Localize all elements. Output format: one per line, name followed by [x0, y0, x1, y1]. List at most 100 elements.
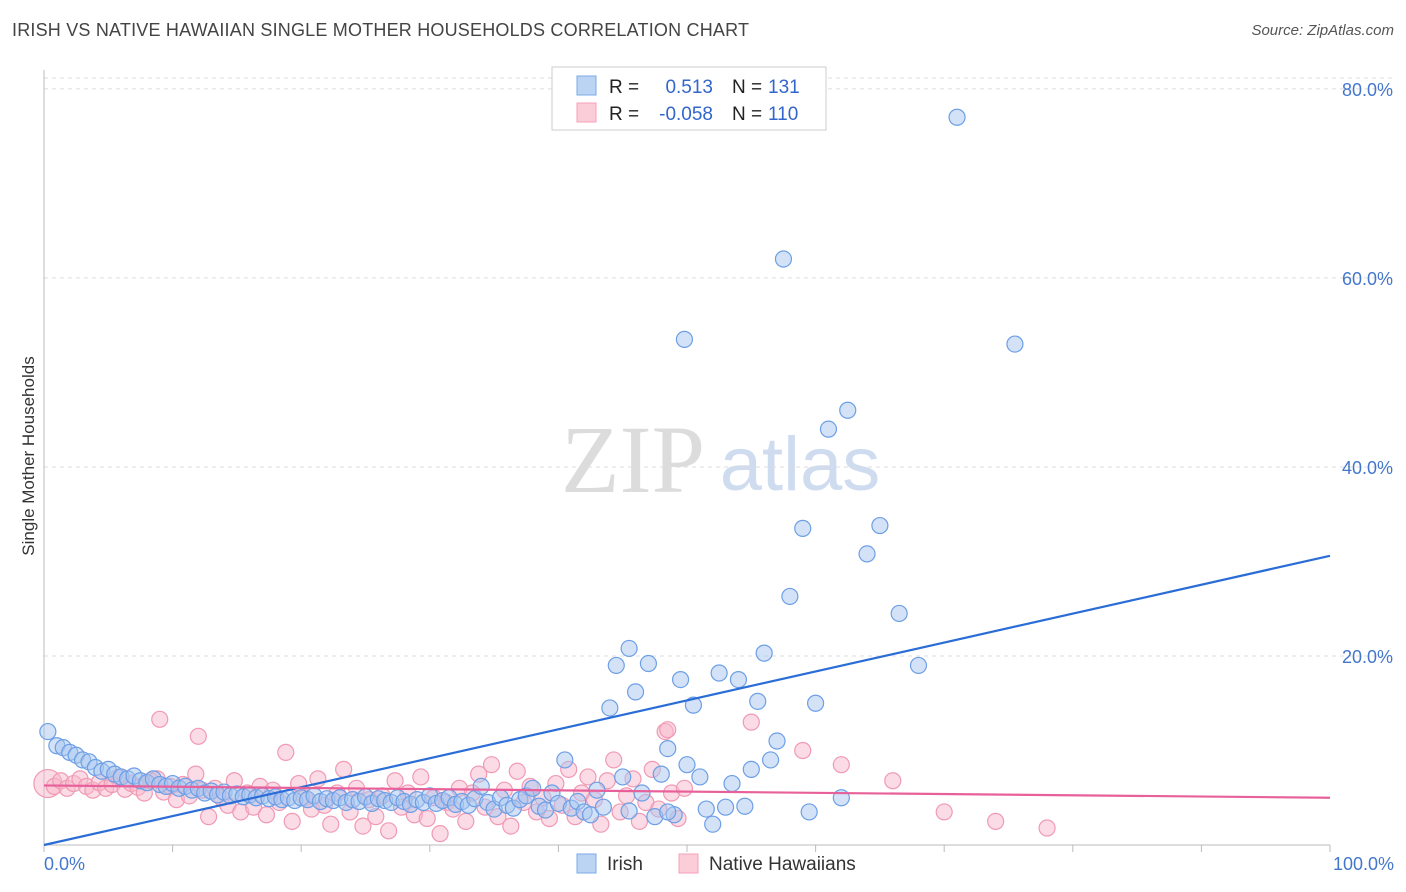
- irish-point: [594, 798, 613, 816]
- irish-point: [723, 774, 741, 793]
- legend-r-label-irish: R =: [609, 77, 639, 98]
- irish-point: [716, 798, 735, 816]
- native-hawaiians-point: [579, 768, 597, 786]
- irish-point: [620, 639, 638, 658]
- grid-lines: [44, 77, 1392, 657]
- legend-r-value-irish: 0.513: [665, 77, 713, 98]
- irish-point: [1006, 335, 1024, 353]
- irish-point: [639, 654, 658, 673]
- irish-point: [890, 604, 908, 623]
- irish-point: [659, 739, 677, 758]
- irish-point: [858, 545, 876, 563]
- irish-point: [768, 732, 786, 750]
- irish-point: [761, 751, 780, 769]
- irish-point: [710, 664, 728, 682]
- irish-point: [774, 250, 793, 268]
- native-hawaiians-point: [431, 825, 449, 843]
- irish-point: [675, 330, 694, 348]
- irish-point: [704, 815, 722, 833]
- irish-point: [755, 644, 773, 662]
- native-hawaiians-point: [794, 741, 812, 760]
- native-hawaiians-point: [987, 812, 1005, 830]
- native-hawaiians-point: [482, 756, 501, 774]
- y-tick-label: 20.0%: [1342, 647, 1393, 667]
- irish-point: [806, 694, 825, 712]
- irish-point: [652, 765, 670, 783]
- native-hawaiians-point: [277, 743, 295, 761]
- bottom-legend-swatch-native-hawaiians: [678, 853, 699, 874]
- irish-point: [781, 587, 799, 606]
- y-axis-label: Single Mother Households: [19, 356, 38, 555]
- irish-point: [948, 108, 966, 126]
- native-hawaiians-point: [354, 817, 372, 835]
- series-legend: Irish Native Hawaiians: [576, 853, 856, 875]
- irish-point: [614, 768, 632, 786]
- irish-point: [581, 806, 600, 824]
- native-hawaiians-trend-line: [43, 784, 1331, 799]
- irish-point: [794, 519, 812, 537]
- native-hawaiians-point: [742, 713, 760, 731]
- irish-point: [909, 656, 928, 675]
- legend-swatch-native-hawaiians: [576, 102, 597, 123]
- irish-point: [697, 800, 715, 818]
- irish-point: [671, 671, 690, 689]
- legend-r-value-native-hawaiians: -0.058: [659, 104, 713, 125]
- source-credit: Source: ZipAtlas.com: [1251, 22, 1394, 39]
- correlation-legend: R = 0.513 N = 131 R = -0.058 N = 110: [551, 66, 827, 131]
- irish-point: [871, 516, 889, 535]
- native-hawaiians-point: [508, 762, 526, 780]
- x-tick-label-min: 0.0%: [44, 854, 85, 874]
- legend-n-label-native-hawaiians: N =: [732, 104, 762, 125]
- irish-point: [633, 784, 651, 802]
- native-hawaiians-point: [630, 812, 649, 830]
- irish-point: [678, 756, 696, 774]
- irish-point: [742, 760, 760, 778]
- legend-r-label-native-hawaiians: R =: [609, 104, 639, 125]
- legend-n-value-native-hawaiians: 110: [768, 104, 798, 125]
- irish-point: [39, 722, 57, 741]
- irish-point: [736, 797, 754, 815]
- watermark-zip: ZIP: [561, 406, 705, 513]
- native-hawaiians-point: [335, 760, 353, 778]
- native-hawaiians-point: [659, 721, 677, 739]
- irish-point: [601, 699, 619, 717]
- native-hawaiians-point: [189, 727, 207, 745]
- bottom-legend-label-irish: Irish: [607, 854, 643, 875]
- native-hawaiians-point: [1038, 819, 1056, 837]
- native-hawaiians-point: [412, 768, 430, 786]
- irish-point: [620, 802, 638, 820]
- irish-point: [684, 696, 703, 714]
- irish-point: [749, 692, 767, 710]
- trend-lines: [43, 554, 1331, 847]
- native-hawaiians-point: [322, 815, 340, 833]
- native-hawaiians-point: [418, 809, 436, 828]
- legend-swatch-irish: [576, 75, 597, 96]
- irish-trend-line: [43, 554, 1331, 847]
- native-hawaiians-point: [386, 772, 404, 790]
- native-hawaiians-point: [380, 822, 398, 840]
- native-hawaiians-point: [283, 812, 301, 830]
- x-tick-label-max: 100.0%: [1333, 854, 1394, 874]
- irish-point: [691, 768, 709, 786]
- native-hawaiians-point: [832, 756, 850, 774]
- native-hawaiians-point: [457, 812, 475, 830]
- y-tick-label: 40.0%: [1342, 458, 1393, 478]
- bottom-legend-label-native-hawaiians: Native Hawaiians: [709, 854, 856, 875]
- irish-point: [819, 420, 838, 438]
- legend-box: [551, 66, 827, 131]
- irish-point: [524, 779, 542, 797]
- irish-point: [626, 683, 645, 701]
- legend-n-value-irish: 131: [768, 77, 800, 98]
- chart-title: IRISH VS NATIVE HAWAIIAN SINGLE MOTHER H…: [12, 20, 750, 40]
- native-hawaiians-point: [884, 772, 902, 790]
- y-tick-label: 60.0%: [1342, 269, 1393, 289]
- bottom-legend-swatch-irish: [576, 853, 597, 874]
- watermark-atlas: atlas: [720, 422, 881, 507]
- native-hawaiians-point: [502, 817, 520, 835]
- irish-point: [839, 401, 857, 419]
- irish-point: [607, 656, 625, 675]
- irish-point: [472, 777, 490, 796]
- irish-point: [729, 671, 748, 689]
- y-tick-label: 80.0%: [1342, 80, 1393, 100]
